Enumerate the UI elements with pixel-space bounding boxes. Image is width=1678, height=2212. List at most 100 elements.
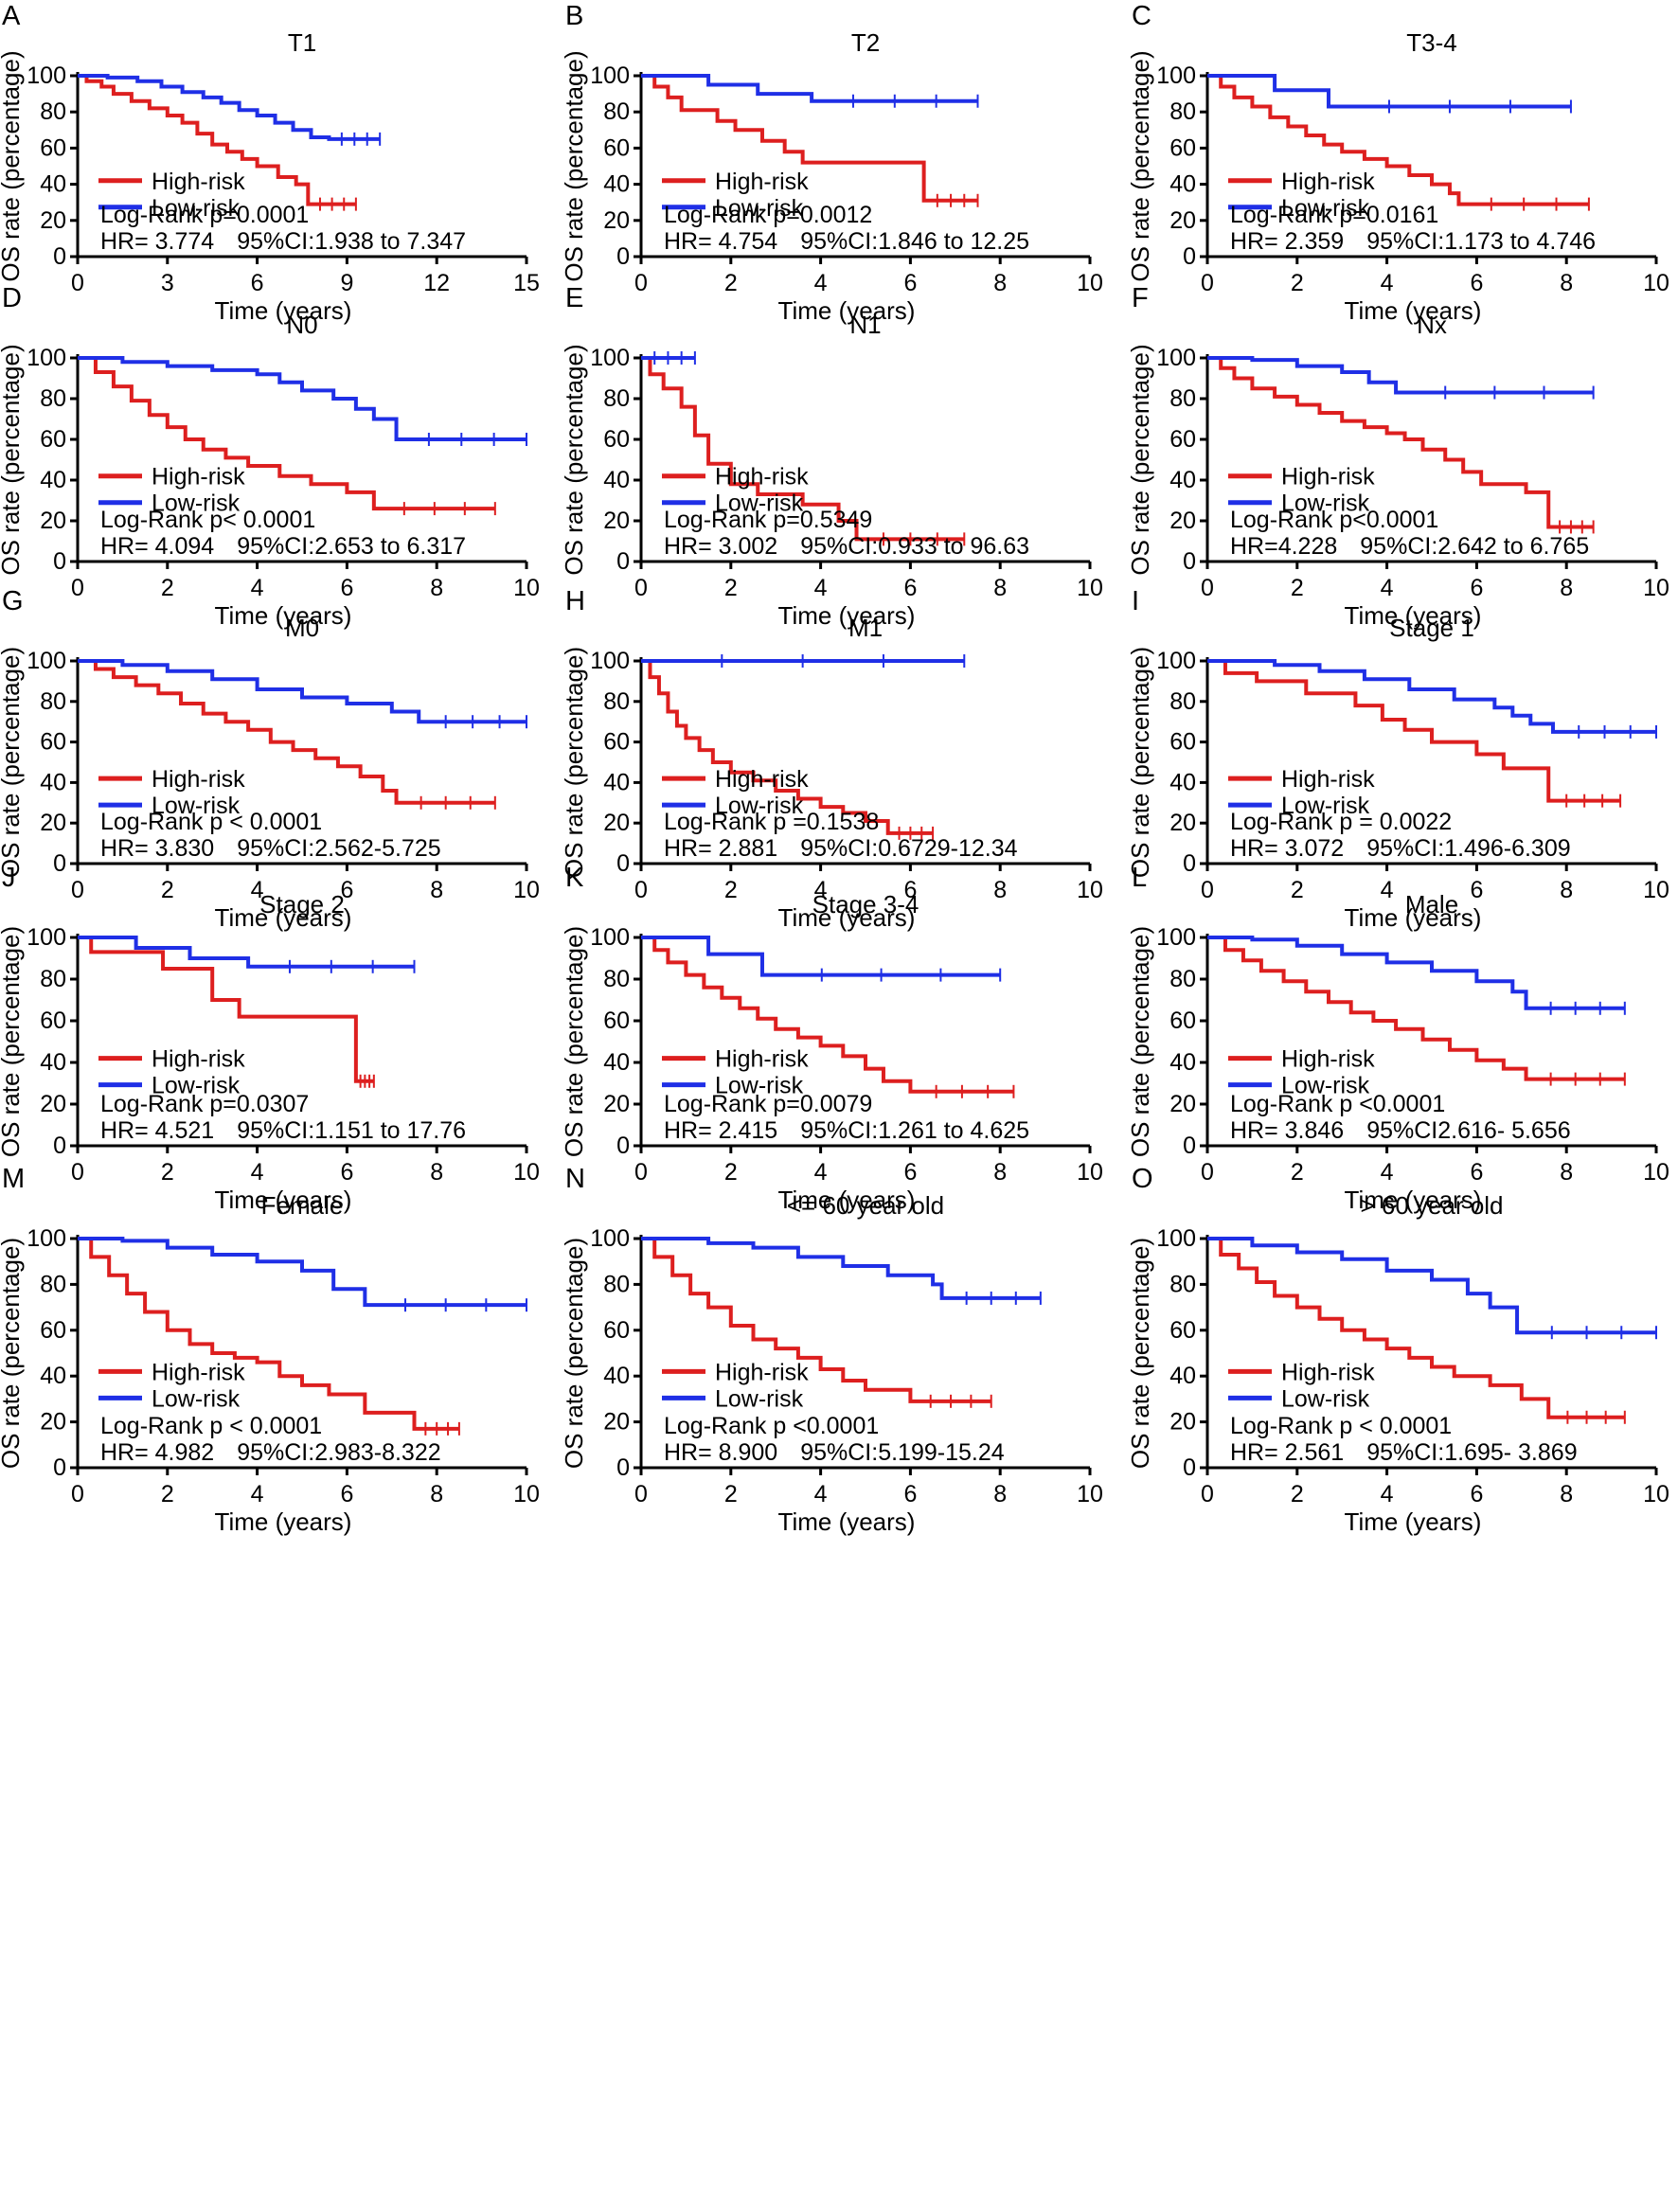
x-tick-label: 0 xyxy=(1201,1159,1214,1186)
y-tick-label: 100 xyxy=(1156,345,1196,371)
y-tick-label: 40 xyxy=(40,1363,66,1389)
hr-ci-text: HR= 2.561 95%CI:1.695- 3.869 xyxy=(1230,1439,1578,1466)
y-tick-label: 60 xyxy=(1169,1317,1196,1344)
x-axis-label: Time (years) xyxy=(778,1507,916,1536)
low-risk-curve xyxy=(1207,936,1625,1010)
x-tick-label: 8 xyxy=(430,1159,443,1186)
y-axis-label: OS rate (percentage) xyxy=(0,344,25,575)
y-tick-label: 0 xyxy=(1183,1133,1196,1159)
y-tick-label: 100 xyxy=(27,345,66,371)
y-axis-label: OS rate (percentage) xyxy=(560,50,588,281)
panel-title: N1 xyxy=(849,311,881,339)
y-tick-label: 20 xyxy=(603,810,630,836)
logrank-text: Log-Rank p <0.0001 xyxy=(1230,1091,1445,1117)
y-tick-label: 60 xyxy=(40,729,66,756)
y-tick-label: 20 xyxy=(40,810,66,836)
logrank-text: Log-Rank p=0.0079 xyxy=(664,1091,872,1117)
x-tick-label: 6 xyxy=(903,1159,917,1186)
high-risk-legend-label: High-risk xyxy=(715,464,809,491)
y-tick-label: 80 xyxy=(603,966,630,992)
x-tick-label: 6 xyxy=(1470,575,1483,601)
y-tick-label: 60 xyxy=(1169,1008,1196,1034)
x-tick-label: 10 xyxy=(1077,1159,1103,1186)
x-tick-label: 6 xyxy=(1470,1159,1483,1186)
y-tick-label: 80 xyxy=(1169,688,1196,715)
x-tick-label: 8 xyxy=(1560,270,1573,296)
x-axis-label: Time (years) xyxy=(1345,1507,1482,1536)
y-axis-label: OS rate (percentage) xyxy=(0,1238,25,1469)
low-risk-legend-label: Low-risk xyxy=(715,491,804,517)
y-tick-label: 40 xyxy=(603,1363,630,1389)
panel-letter: N xyxy=(565,1164,585,1194)
x-tick-label: 10 xyxy=(513,1481,540,1507)
x-tick-label: 2 xyxy=(161,877,174,903)
x-tick-label: 4 xyxy=(1381,1481,1394,1507)
x-tick-label: 0 xyxy=(634,1159,648,1186)
y-tick-label: 60 xyxy=(40,1317,66,1344)
x-tick-label: 2 xyxy=(161,1159,174,1186)
low-risk-legend-label: Low-risk xyxy=(1281,1385,1370,1412)
panel-letter: G xyxy=(2,586,24,616)
y-axis-label: OS rate (percentage) xyxy=(560,1238,588,1469)
y-tick-label: 100 xyxy=(590,1225,630,1252)
y-axis-label: OS rate (percentage) xyxy=(0,647,25,878)
x-tick-label: 2 xyxy=(1291,877,1304,903)
x-tick-label: 6 xyxy=(1470,1481,1483,1507)
x-tick-label: 8 xyxy=(993,877,1007,903)
low-risk-legend-label: Low-risk xyxy=(152,195,241,222)
high-risk-curve xyxy=(78,1237,459,1431)
x-tick-label: 10 xyxy=(1643,1159,1669,1186)
x-tick-label: 8 xyxy=(430,877,443,903)
panel-title: Stage 3-4 xyxy=(812,890,919,919)
x-tick-label: 0 xyxy=(634,575,648,601)
high-risk-legend-label: High-risk xyxy=(1281,464,1375,491)
logrank-text: Log-Rank p <0.0001 xyxy=(664,1413,879,1439)
x-tick-label: 10 xyxy=(1077,270,1103,296)
y-axis-label: OS rate (percentage) xyxy=(1126,647,1154,878)
high-risk-curve xyxy=(1207,1237,1625,1419)
x-tick-label: 10 xyxy=(513,575,540,601)
y-tick-label: 0 xyxy=(616,850,630,877)
high-risk-legend-label: High-risk xyxy=(152,464,245,491)
hr-ci-text: HR= 8.900 95%CI:5.199-15.24 xyxy=(664,1439,1005,1466)
y-tick-label: 40 xyxy=(603,769,630,795)
y-tick-label: 100 xyxy=(590,648,630,674)
x-tick-label: 6 xyxy=(251,270,264,296)
x-tick-label: 4 xyxy=(814,877,828,903)
panel-title: T3-4 xyxy=(1406,28,1456,57)
y-tick-label: 80 xyxy=(1169,1271,1196,1297)
y-tick-label: 0 xyxy=(1183,850,1196,877)
high-risk-legend-label: High-risk xyxy=(715,169,809,195)
y-tick-label: 40 xyxy=(1169,769,1196,795)
x-tick-label: 2 xyxy=(1291,270,1304,296)
y-tick-label: 80 xyxy=(40,385,66,412)
logrank-text: Log-Rank p<0.0001 xyxy=(1230,507,1438,533)
hr-ci-text: HR= 4.982 95%CI:2.983-8.322 xyxy=(100,1439,441,1466)
x-tick-label: 8 xyxy=(1560,877,1573,903)
x-tick-label: 4 xyxy=(251,1481,264,1507)
hr-ci-text: HR= 4.754 95%CI:1.846 to 12.25 xyxy=(664,228,1029,255)
y-tick-label: 60 xyxy=(1169,134,1196,161)
y-tick-label: 40 xyxy=(1169,1363,1196,1389)
y-tick-label: 20 xyxy=(40,1409,66,1436)
y-tick-label: 20 xyxy=(603,1091,630,1117)
x-tick-label: 8 xyxy=(1560,1159,1573,1186)
panel-f: F Nx 0 20 40 60 80 100 0 2 4 6 8 10 Time (years) OS rat… xyxy=(1126,283,1669,630)
x-tick-label: 0 xyxy=(1201,575,1214,601)
y-tick-label: 0 xyxy=(1183,548,1196,575)
x-tick-label: 6 xyxy=(903,1481,917,1507)
x-tick-label: 10 xyxy=(513,1159,540,1186)
x-tick-label: 0 xyxy=(634,1481,648,1507)
y-tick-label: 80 xyxy=(603,98,630,125)
low-risk-legend-label: Low-risk xyxy=(1281,195,1370,222)
y-tick-label: 80 xyxy=(603,688,630,715)
panel-title: N0 xyxy=(286,311,317,339)
y-tick-label: 20 xyxy=(40,1091,66,1117)
y-tick-label: 40 xyxy=(40,467,66,493)
panel-letter: I xyxy=(1132,586,1139,616)
y-tick-label: 40 xyxy=(603,1049,630,1076)
y-tick-label: 60 xyxy=(603,426,630,453)
x-tick-label: 3 xyxy=(161,270,174,296)
x-tick-label: 6 xyxy=(903,575,917,601)
